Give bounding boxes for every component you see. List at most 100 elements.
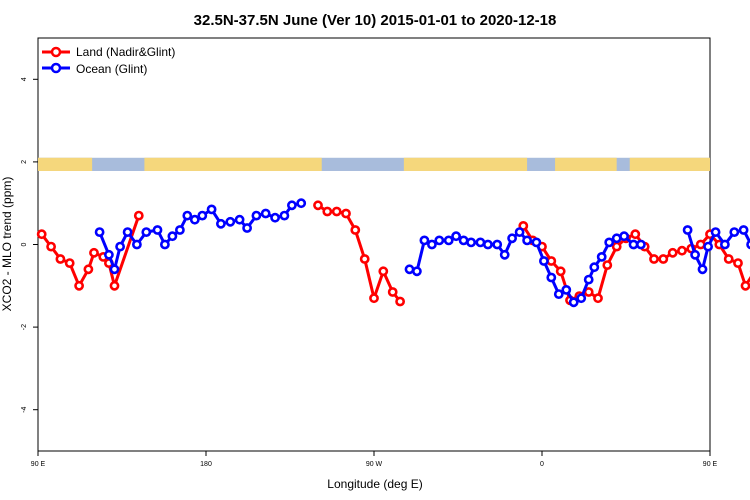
data-point-ocean [746,239,750,250]
data-point-ocean [576,293,587,304]
axes: 90 E 180 90 W 0 90 E 4 2 0 -2 -4 [21,77,718,468]
data-point-ocean [604,237,615,248]
data-point-ocean [507,233,517,244]
x-axis-label: Longitude (deg E) [327,477,422,491]
data-point-ocean [561,284,572,295]
data-point-ocean [279,210,290,221]
legend-ocean-marker [50,62,62,74]
data-point-ocean [206,204,217,215]
data-point-ocean [443,235,454,246]
data-point-ocean [546,272,557,283]
data-point-ocean [152,225,163,235]
y-axis-label: XCO2 - MLO trend (ppm) [0,177,14,312]
data-point-ocean [466,237,476,248]
data-point-ocean [426,239,437,250]
data-point-ocean [522,235,532,246]
data-point-ocean [234,214,245,225]
x-tick-label: 0 [540,461,544,468]
data-point-ocean [419,235,430,246]
data-point-ocean [690,249,700,260]
data-point-ocean [104,249,114,260]
data-point-ocean [589,262,600,273]
data-point-land [555,266,566,277]
data-point-ocean [738,225,749,235]
data-point-land [677,245,687,256]
x-tick-label: 90 W [366,461,383,468]
data-point-land [602,260,613,270]
data-point-ocean [109,264,120,275]
land-band-segment [144,157,322,171]
data-point-land [133,210,144,221]
data-point-land [387,287,398,297]
data-point-ocean [404,264,415,275]
y-tick-label: 2 [21,160,28,164]
data-point-land [350,225,361,235]
data-point-ocean [159,239,170,250]
data-point-land [667,247,678,258]
data-point-land [89,247,99,258]
data-point-land [395,296,405,307]
data-point-land [733,258,743,268]
data-point-ocean [434,235,445,246]
land-band-segment [403,157,528,171]
data-point-ocean [492,239,503,250]
series-land [36,200,750,307]
data-point-ocean [286,200,297,211]
data-point-ocean [122,227,133,237]
data-point-ocean [539,256,549,266]
data-point-ocean [167,231,178,242]
data-point-land [630,229,641,240]
data-point-ocean [141,227,152,237]
data-point-land [74,280,84,291]
y-tick-label: 4 [21,77,28,81]
data-point-ocean [596,251,607,262]
data-point-ocean [710,227,721,237]
data-point-ocean [568,297,579,308]
data-point-ocean [260,208,271,219]
data-point-ocean [182,210,193,221]
data-point-ocean [619,231,629,242]
data-point-land [359,254,370,264]
legend-land-marker [50,46,62,58]
chart-title: 32.5N-37.5N June (Ver 10) 2015-01-01 to … [194,12,557,29]
data-point-land [378,266,389,277]
data-point-ocean [251,210,262,221]
data-point-ocean [458,235,469,246]
data-point-ocean [197,210,208,221]
series-land-line [317,204,402,303]
data-point-land [331,206,342,217]
data-point-ocean [729,227,740,237]
data-point-land [109,280,120,291]
y-tick-label: -4 [21,406,28,412]
data-point-land [723,254,734,264]
legend: Land (Nadir&Glint) Ocean (Glint) [42,45,175,76]
data-point-land [341,208,351,219]
x-tick-label: 180 [200,461,212,468]
data-point-ocean [174,225,185,235]
legend-ocean-label: Ocean (Glint) [76,62,147,76]
data-point-land [649,254,659,264]
y-tick-label: -2 [21,324,28,330]
surface-band [38,157,710,171]
data-point-ocean [225,216,236,227]
data-point-land [740,280,750,291]
data-point-land [64,258,75,268]
land-band-segment [629,157,710,171]
data-point-ocean [499,249,510,260]
data-point-ocean [94,227,105,237]
data-point-ocean [296,198,307,209]
data-point-ocean [531,237,542,248]
data-point-land [593,293,603,304]
data-point-ocean [475,237,486,248]
data-point-ocean [583,274,594,285]
data-point-ocean [411,266,422,277]
series-layer [36,198,750,308]
x-tick-label: 90 E [703,461,718,468]
data-point-ocean [697,264,708,275]
data-point-ocean [115,241,125,252]
data-point-ocean [636,239,646,250]
series-ocean [94,198,750,308]
data-point-ocean [131,239,142,250]
data-point-land [658,254,669,264]
legend-land-label: Land (Nadir&Glint) [76,45,175,59]
